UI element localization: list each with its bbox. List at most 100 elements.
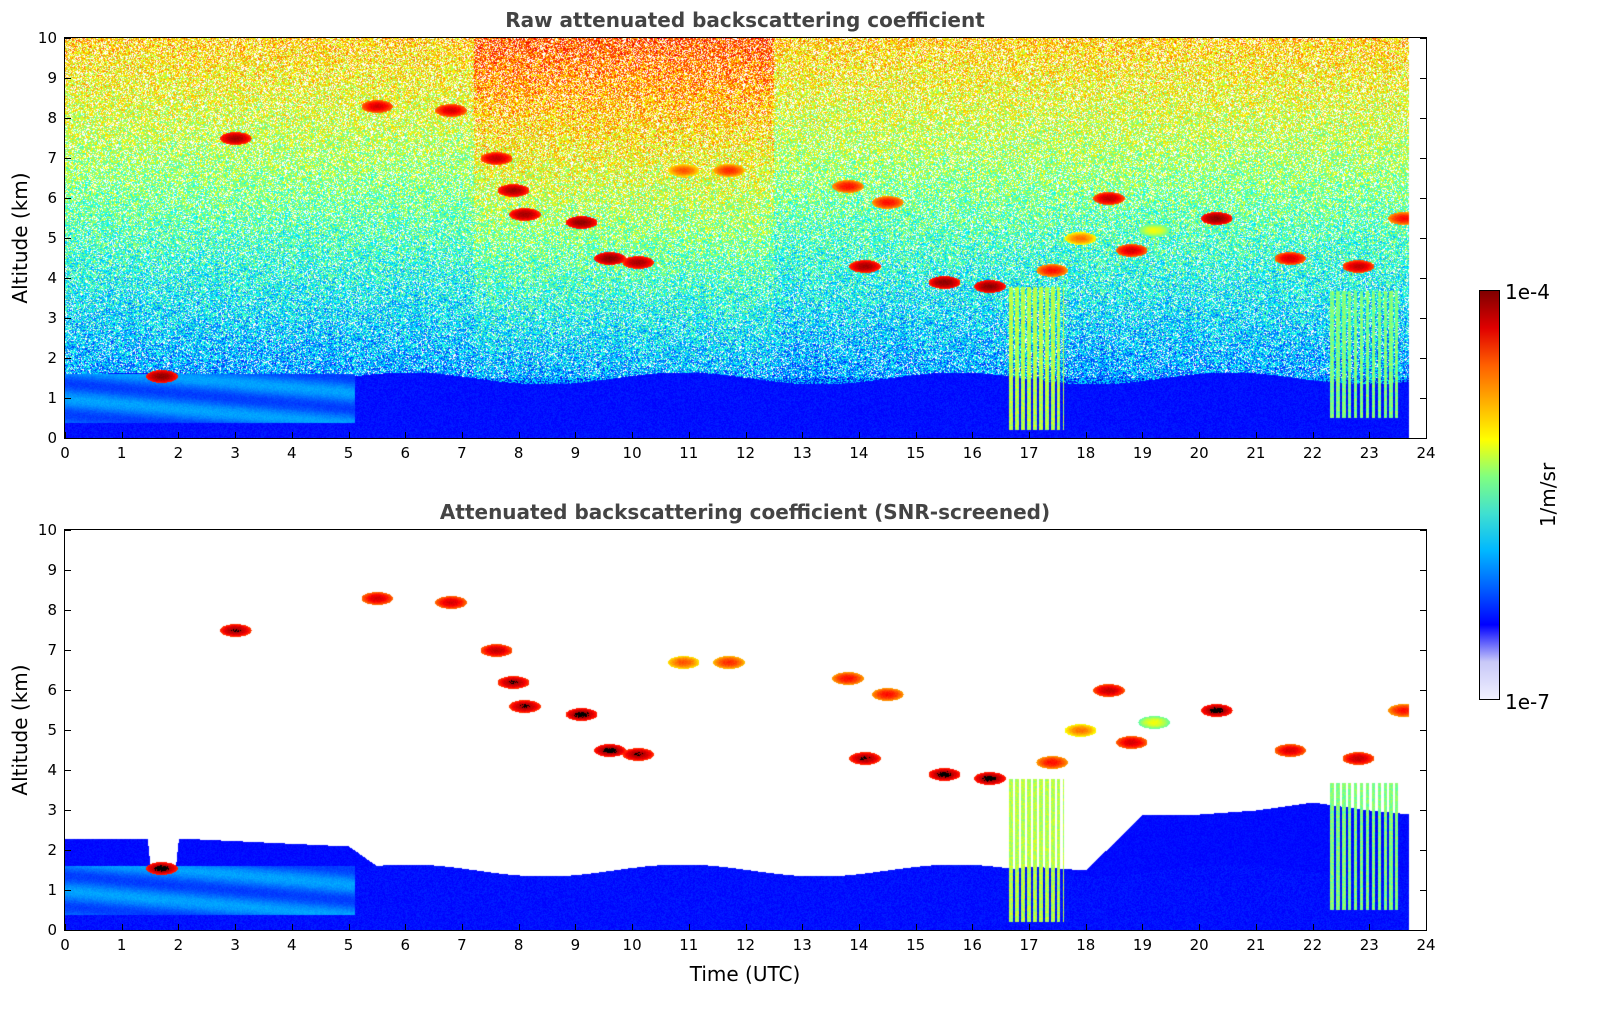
top-y-tick-mark-right <box>1420 118 1426 119</box>
bottom-y-tick-mark-right <box>1420 850 1426 851</box>
top-x-tick-mark <box>1255 432 1257 438</box>
bottom-x-tick-label: 13 <box>792 936 812 954</box>
bottom-y-tick-mark-right <box>1420 610 1426 611</box>
top-y-axis-label: Altitude (km) <box>8 172 32 304</box>
bottom-heatmap <box>65 530 1426 930</box>
bottom-y-axis-label: Altitude (km) <box>8 664 32 796</box>
bottom-panel-title: Attenuated backscattering coefficient (S… <box>439 500 1051 524</box>
bottom-x-tick-mark <box>858 924 860 930</box>
bottom-y-tick-label: 1 <box>47 881 57 899</box>
bottom-x-tick-label: 9 <box>570 936 581 954</box>
bottom-y-tick-mark <box>65 810 71 811</box>
bottom-y-tick-label: 2 <box>47 841 57 859</box>
top-x-tick-label: 22 <box>1303 444 1323 462</box>
bottom-y-tick-mark <box>65 570 71 571</box>
bottom-x-tick-label: 20 <box>1189 936 1209 954</box>
top-y-tick-mark-right <box>1420 238 1426 239</box>
top-x-tick-mark <box>1369 432 1371 438</box>
bottom-y-tick-mark <box>65 530 71 531</box>
top-y-tick-label: 4 <box>47 269 57 287</box>
top-x-tick-label: 12 <box>735 444 756 462</box>
top-y-tick-mark <box>65 278 71 279</box>
bottom-x-tick-mark <box>802 924 804 930</box>
top-y-tick-mark-right <box>1420 318 1426 319</box>
bottom-x-tick-mark <box>178 924 180 930</box>
bottom-y-tick-label: 0 <box>47 921 57 939</box>
bottom-y-tick-label: 5 <box>47 721 57 739</box>
x-axis-label: Time (UTC) <box>689 962 801 986</box>
top-x-tick-mark <box>1426 432 1427 438</box>
top-x-tick-label: 24 <box>1416 444 1436 462</box>
top-x-tick-label: 0 <box>60 444 70 462</box>
colorbar <box>1479 290 1500 700</box>
bottom-x-tick-mark <box>291 924 293 930</box>
bottom-y-tick-label: 7 <box>47 641 57 659</box>
bottom-y-tick-mark <box>65 890 71 891</box>
top-x-tick-mark <box>65 432 66 438</box>
top-x-tick-mark <box>518 432 520 438</box>
colorbar-min-label: 1e-7 <box>1505 690 1550 714</box>
bottom-y-tick-mark-right <box>1420 730 1426 731</box>
colorbar-max-label: 1e-4 <box>1505 280 1550 304</box>
bottom-x-tick-label: 7 <box>457 936 467 954</box>
bottom-x-tick-mark <box>348 924 350 930</box>
top-y-tick-mark <box>65 238 71 239</box>
top-y-tick-mark-right <box>1420 358 1426 359</box>
bottom-y-tick-label: 3 <box>47 801 57 819</box>
top-y-tick-mark-right <box>1420 198 1426 199</box>
bottom-x-tick-label: 10 <box>622 936 642 954</box>
bottom-y-tick-label: 4 <box>47 761 57 779</box>
bottom-x-tick-mark <box>972 924 974 930</box>
top-x-tick-label: 18 <box>1076 444 1096 462</box>
bottom-x-tick-label: 0 <box>60 936 70 954</box>
bottom-x-tick-mark <box>1199 924 1201 930</box>
bottom-x-tick-label: 18 <box>1076 936 1096 954</box>
bottom-x-tick-mark <box>575 924 577 930</box>
top-y-tick-mark <box>65 358 71 359</box>
top-x-tick-label: 1 <box>116 444 127 462</box>
bottom-y-tick-label: 8 <box>47 601 57 619</box>
top-x-tick-mark <box>688 432 690 438</box>
bottom-x-tick-label: 14 <box>849 936 869 954</box>
top-y-tick-mark-right <box>1420 38 1426 39</box>
bottom-x-tick-label: 17 <box>1019 936 1039 954</box>
top-y-tick-label: 6 <box>47 189 57 207</box>
top-x-tick-label: 19 <box>1132 444 1152 462</box>
bottom-y-tick-label: 6 <box>47 681 57 699</box>
bottom-x-tick-label: 12 <box>735 936 756 954</box>
bottom-y-tick-mark-right <box>1420 890 1426 891</box>
top-y-tick-mark <box>65 78 71 79</box>
top-x-tick-mark <box>1312 432 1314 438</box>
top-y-tick-label: 5 <box>47 229 57 247</box>
bottom-x-tick-label: 6 <box>400 936 411 954</box>
bottom-x-tick-mark <box>1369 924 1371 930</box>
bottom-y-tick-mark-right <box>1420 770 1426 771</box>
top-x-tick-mark <box>291 432 293 438</box>
top-x-tick-mark <box>405 432 407 438</box>
bottom-x-tick-mark <box>745 924 747 930</box>
bottom-y-tick-mark-right <box>1420 570 1426 571</box>
bottom-x-tick-mark <box>518 924 520 930</box>
top-y-tick-mark <box>65 318 71 319</box>
bottom-x-tick-label: 22 <box>1303 936 1323 954</box>
top-x-tick-mark <box>575 432 577 438</box>
top-x-tick-mark <box>121 432 123 438</box>
top-x-tick-label: 23 <box>1359 444 1379 462</box>
top-x-tick-label: 5 <box>343 444 354 462</box>
top-x-tick-label: 4 <box>287 444 297 462</box>
top-x-tick-mark <box>348 432 350 438</box>
bottom-plot-area <box>64 529 1427 931</box>
top-x-tick-mark <box>461 432 463 438</box>
top-x-tick-label: 8 <box>513 444 524 462</box>
top-y-tick-mark-right <box>1420 158 1426 159</box>
top-x-tick-label: 16 <box>962 444 982 462</box>
bottom-x-tick-mark <box>688 924 690 930</box>
bottom-x-tick-label: 4 <box>287 936 297 954</box>
bottom-x-tick-mark <box>1029 924 1031 930</box>
top-x-tick-mark <box>235 432 237 438</box>
bottom-x-tick-label: 16 <box>962 936 982 954</box>
top-x-tick-mark <box>1142 432 1144 438</box>
bottom-x-tick-mark <box>632 924 634 930</box>
top-y-tick-label: 7 <box>47 149 57 167</box>
bottom-x-tick-label: 11 <box>679 936 699 954</box>
